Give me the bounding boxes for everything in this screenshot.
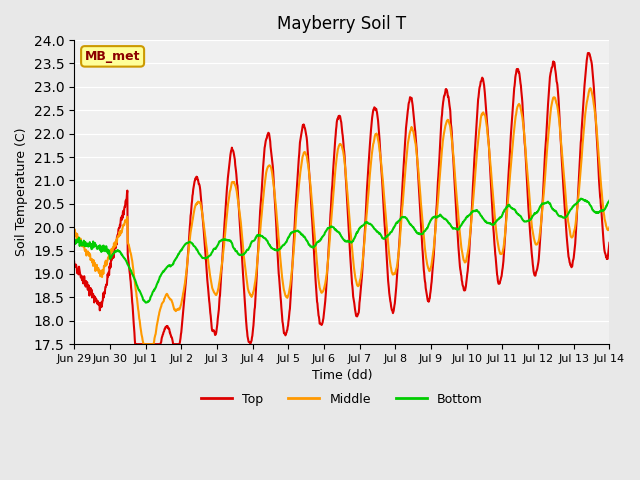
- Y-axis label: Soil Temperature (C): Soil Temperature (C): [15, 128, 28, 256]
- X-axis label: Time (dd): Time (dd): [312, 370, 372, 383]
- Title: Mayberry Soil T: Mayberry Soil T: [277, 15, 406, 33]
- Text: MB_met: MB_met: [85, 50, 140, 63]
- Legend: Top, Middle, Bottom: Top, Middle, Bottom: [196, 388, 488, 411]
